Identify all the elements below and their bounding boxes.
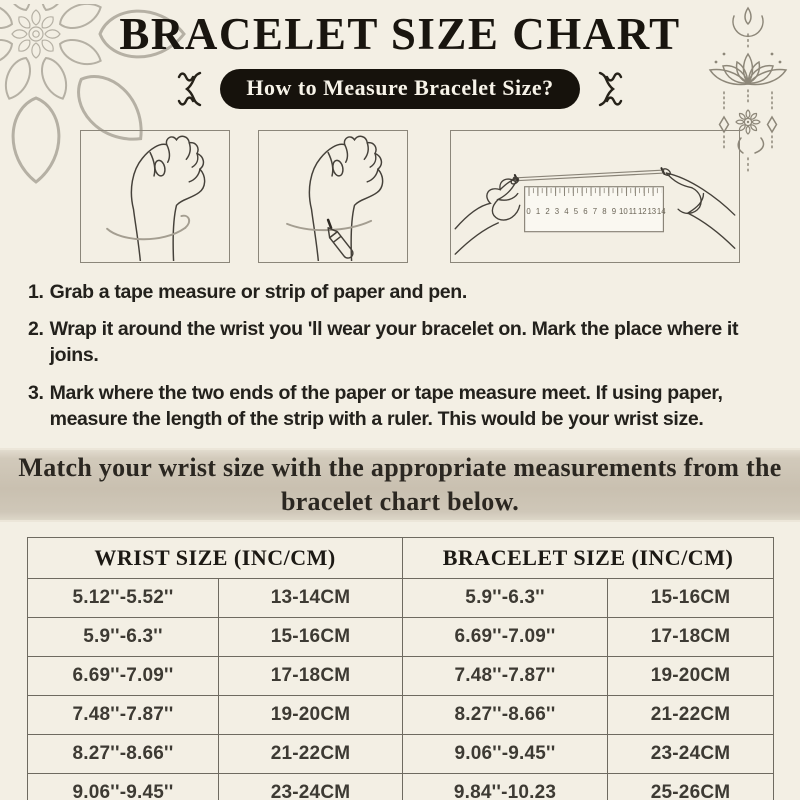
instruction-step-1: 1. Grab a tape measure or strip of paper… (28, 280, 784, 306)
wrist-cm-cell: 21-22CM (217, 734, 404, 775)
instruction-number: 2. (28, 318, 44, 341)
instruction-text: Wrap it around the wrist you 'll wear yo… (49, 318, 739, 367)
table-row: 5.9''-6.3'' 15-16CM 6.69''-7.09'' 17-18C… (27, 617, 775, 658)
instructions-list: 1. Grab a tape measure or strip of paper… (28, 280, 784, 433)
svg-text:11: 11 (629, 207, 637, 216)
fist-with-pen-icon (286, 135, 384, 262)
table-row: 8.27''-8.66'' 21-22CM 9.06''-9.45'' 23-2… (27, 734, 775, 775)
svg-text:10: 10 (619, 207, 628, 216)
bracelet-size-chart-infographic: BRACELET SIZE CHART How to Measure Brace… (0, 4, 800, 800)
svg-text:12: 12 (638, 207, 647, 216)
wrist-inch-cell: 8.27''-8.66'' (27, 734, 219, 775)
how-to-measure-badge-row: How to Measure Bracelet Size? (0, 68, 800, 110)
bracelet-inch-cell: 6.69''-7.09'' (402, 617, 609, 658)
ruler-numbers: 0 1 2 3 4 5 6 7 8 9 10 11 12 13 14 (526, 207, 666, 216)
wrist-inch-cell: 6.69''-7.09'' (27, 656, 219, 697)
bracelet-cm-cell: 25-26CM (607, 773, 775, 800)
wrist-inch-cell: 9.06''-9.45'' (27, 773, 219, 800)
svg-text:9: 9 (612, 207, 616, 216)
wrist-cm-cell: 19-20CM (217, 695, 404, 736)
measuring-steps-illustrations: 0 1 2 3 4 5 6 7 8 9 10 11 12 13 14 (80, 129, 800, 263)
svg-text:3: 3 (555, 207, 559, 216)
bracelet-inch-cell: 9.06''-9.45'' (402, 734, 609, 775)
how-to-measure-badge: How to Measure Bracelet Size? (220, 68, 580, 109)
fist-with-string-icon (106, 135, 206, 262)
bracelet-inch-cell: 5.9''-6.3'' (402, 578, 609, 619)
svg-text:2: 2 (545, 207, 549, 216)
bracelet-inch-cell: 7.48''-7.87'' (402, 656, 609, 697)
lotus-hanging-ornament-icon (708, 6, 788, 173)
illustration-measure-strip-with-ruler: 0 1 2 3 4 5 6 7 8 9 10 11 12 13 14 (450, 129, 740, 263)
table-row: 7.48''-7.87'' 19-20CM 8.27''-8.66'' 21-2… (27, 695, 775, 736)
table-row: 9.06''-9.45'' 23-24CM 9.84''-10.23 25-26… (27, 773, 775, 800)
wrist-inch-cell: 5.9''-6.3'' (27, 617, 219, 658)
squiggle-bracket-right-icon (598, 71, 622, 106)
table-row: 6.69''-7.09'' 17-18CM 7.48''-7.87'' 19-2… (27, 656, 775, 697)
match-size-banner: Match your wrist size with the appropria… (0, 448, 800, 523)
bracelet-cm-cell: 19-20CM (607, 656, 775, 697)
svg-text:0: 0 (526, 207, 531, 216)
instruction-number: 1. (28, 280, 44, 303)
ruler-shape (524, 185, 665, 232)
size-chart-table: WRIST SIZE (INC/CM) BRACELET SIZE (INC/C… (26, 537, 775, 800)
table-row: 5.12''-5.52'' 13-14CM 5.9''-6.3'' 15-16C… (27, 578, 775, 619)
svg-text:14: 14 (657, 207, 666, 216)
bracelet-cm-cell: 21-22CM (607, 695, 775, 736)
squiggle-bracket-left-icon (178, 71, 202, 106)
table-header-row: WRIST SIZE (INC/CM) BRACELET SIZE (INC/C… (26, 537, 775, 580)
wrist-inch-cell: 7.48''-7.87'' (27, 695, 219, 736)
svg-text:13: 13 (647, 207, 656, 216)
bracelet-cm-cell: 17-18CM (607, 617, 775, 658)
wrist-inch-cell: 5.12''-5.52'' (27, 578, 219, 619)
svg-text:5: 5 (574, 207, 579, 216)
wrist-size-header: WRIST SIZE (INC/CM) (26, 537, 404, 580)
hands-ruler-icon: 0 1 2 3 4 5 6 7 8 9 10 11 12 13 14 (454, 166, 736, 255)
bracelet-cm-cell: 15-16CM (607, 578, 775, 619)
illustration-wrap-tape-around-wrist (80, 129, 230, 263)
wrist-cm-cell: 23-24CM (217, 773, 404, 800)
right-hand-outline (661, 167, 736, 249)
instruction-text: Mark where the two ends of the paper or … (49, 381, 723, 430)
left-hand-outline (454, 175, 521, 255)
instruction-number: 3. (28, 381, 44, 404)
wrist-cm-cell: 17-18CM (217, 656, 404, 697)
svg-text:1: 1 (536, 207, 540, 216)
instruction-step-2: 2. Wrap it around the wrist you 'll wear… (28, 317, 784, 368)
svg-text:4: 4 (564, 207, 569, 216)
illustration-mark-wrist-with-pen (258, 129, 408, 263)
bracelet-inch-cell: 9.84''-10.23 (402, 773, 609, 800)
banner-text: Match your wrist size with the appropria… (18, 453, 782, 517)
svg-text:8: 8 (602, 207, 606, 216)
instruction-text: Grab a tape measure or strip of paper an… (49, 280, 468, 303)
bracelet-size-header: BRACELET SIZE (INC/CM) (402, 537, 775, 580)
wrist-cm-cell: 13-14CM (217, 578, 404, 619)
mandala-flower-icon (0, 4, 186, 184)
page-title: BRACELET SIZE CHART (119, 9, 681, 59)
wrist-cm-cell: 15-16CM (217, 617, 404, 658)
svg-text:7: 7 (593, 207, 597, 216)
svg-text:6: 6 (583, 207, 587, 216)
bracelet-inch-cell: 8.27''-8.66'' (402, 695, 609, 736)
instruction-step-3: 3. Mark where the two ends of the paper … (28, 381, 784, 432)
bracelet-cm-cell: 23-24CM (607, 734, 775, 775)
